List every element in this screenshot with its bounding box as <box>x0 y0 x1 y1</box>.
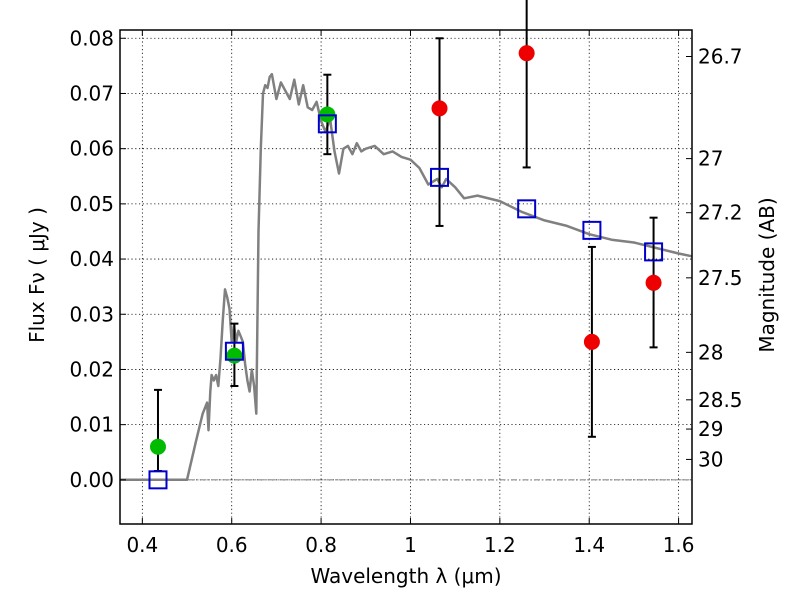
magnitude-tick-label: 28 <box>698 340 723 364</box>
x-tick-label: 1.2 <box>484 533 516 557</box>
tick-marks <box>120 30 692 524</box>
y-tick-label: 0.08 <box>69 26 114 50</box>
low-sn-flux-point <box>431 100 448 117</box>
point-layer <box>149 45 662 455</box>
x-tick-label: 1 <box>404 533 417 557</box>
model-photometry-box <box>317 114 337 134</box>
y-tick-label: 0.04 <box>69 247 114 271</box>
plot-frame <box>119 29 693 525</box>
x-tick-labels: 0.4 0.6 0.8 1 1.2 1.4 1.6 <box>126 533 694 557</box>
detected-flux-point <box>226 347 243 364</box>
sed-curve-layer <box>120 72 693 482</box>
model-photometry-box <box>582 220 602 240</box>
detected-flux-point <box>149 438 166 455</box>
errorbar-layer <box>153 0 658 473</box>
y-tick-label: 0.06 <box>69 137 114 161</box>
x-tick-label: 0.4 <box>126 533 158 557</box>
x-tick-label: 1.4 <box>573 533 605 557</box>
y-tick-label: 0.01 <box>69 413 114 437</box>
magnitude-tick-label: 26.7 <box>698 44 743 68</box>
magnitude-tick-labels: 26.7 27 27.2 27.5 28 28.5 29 30 <box>698 44 743 471</box>
y-tick-label: 0.00 <box>69 468 114 492</box>
grid <box>120 30 692 524</box>
model-photometry-box <box>224 341 244 361</box>
model-photometry-box <box>517 199 537 219</box>
y-tick-label: 0.05 <box>69 192 114 216</box>
low-sn-flux-point <box>645 274 662 291</box>
magnitude-tick-label: 27.5 <box>698 266 743 290</box>
magnitude-tick-label: 30 <box>698 447 723 471</box>
y-axis-label-right: Magnitude (AB) <box>755 197 779 352</box>
magnitude-tick-label: 27 <box>698 147 723 171</box>
magnitude-tick-label: 29 <box>698 417 723 441</box>
x-tick-label: 0.8 <box>305 533 337 557</box>
model-photometry-box <box>430 167 450 187</box>
low-sn-flux-point <box>518 45 535 62</box>
x-tick-label: 1.6 <box>663 533 695 557</box>
model-box-layer <box>148 114 664 490</box>
low-sn-flux-point <box>583 333 600 350</box>
y-tick-labels: 0.00 0.01 0.02 0.03 0.04 0.05 0.06 0.07 0.08 <box>69 26 114 492</box>
x-axis-label: Wavelength λ (μm) <box>310 564 501 588</box>
model-photometry-box <box>148 470 168 490</box>
y-tick-label: 0.03 <box>69 302 114 326</box>
magnitude-tick-label: 27.2 <box>698 201 743 225</box>
y-tick-label: 0.07 <box>69 81 114 105</box>
x-tick-label: 0.6 <box>216 533 248 557</box>
y-tick-label: 0.02 <box>69 357 114 381</box>
model-photometry-box <box>644 242 664 262</box>
y-axis-label: Flux Fν ( μJy ) <box>25 207 49 343</box>
sed-curve <box>120 72 693 482</box>
magnitude-tick-label: 28.5 <box>698 388 743 412</box>
